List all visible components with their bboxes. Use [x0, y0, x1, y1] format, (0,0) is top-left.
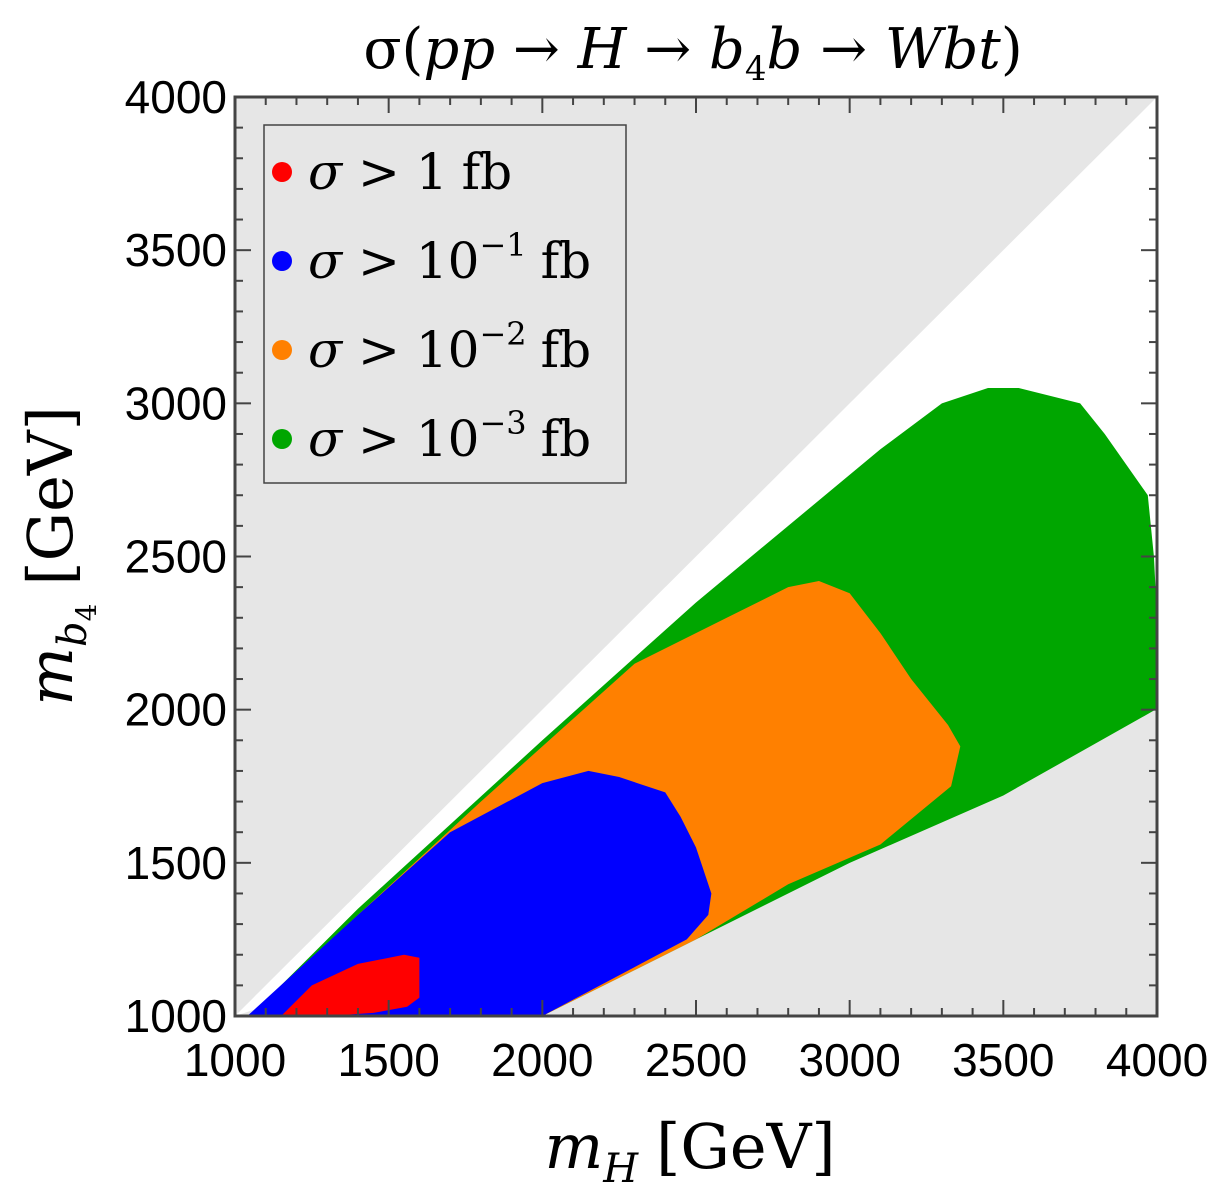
- y-tick-label: 3000: [125, 377, 227, 429]
- x-axis-label: mH [GeV]: [544, 1110, 835, 1192]
- legend-label: σ > 10−2 fb: [308, 315, 591, 379]
- y-axis-label: mb4[GeV]: [14, 406, 103, 706]
- x-tick-label: 3500: [952, 1034, 1054, 1086]
- legend-label: σ > 10−1 fb: [308, 226, 591, 290]
- chart-title: σ(pp → H → b4b → Wbt): [363, 17, 1022, 89]
- x-tick-label: 3000: [798, 1034, 900, 1086]
- plot-frame: [233, 95, 1159, 1018]
- x-tick-label: 2000: [491, 1034, 593, 1086]
- legend-marker: [272, 162, 292, 182]
- y-tick-label: 2500: [125, 531, 227, 583]
- x-tick-label: 1500: [337, 1034, 439, 1086]
- y-tick-label: 1000: [125, 990, 227, 1042]
- y-tick-label: 2000: [125, 684, 227, 736]
- legend-box: [263, 124, 627, 484]
- plot-area: [233, 95, 1159, 1018]
- legend-marker: [272, 340, 292, 360]
- legend-label: σ > 1 fb: [308, 143, 512, 201]
- y-tick-label: 4000: [125, 71, 227, 123]
- region-2: [247, 770, 712, 1016]
- legend-label: σ > 10−3 fb: [308, 404, 591, 468]
- legend: σ > 1 fb σ > 10−1 fb σ > 10−2 fb σ > 10−3 fb: [263, 124, 627, 484]
- y-tick-label: 3500: [125, 224, 227, 276]
- legend-marker: [272, 251, 292, 271]
- legend-marker: [272, 429, 292, 449]
- x-tick-label: 2500: [645, 1034, 747, 1086]
- x-tick-label: 1000: [184, 1034, 286, 1086]
- x-tick-labels: 1000 1500 2000 2500 3000 3500 4000: [184, 1034, 1208, 1086]
- x-tick-label: 4000: [1106, 1034, 1208, 1086]
- y-tick-label: 1500: [125, 837, 227, 889]
- contour-regions: [247, 388, 1157, 1016]
- y-tick-labels: 1000 1500 2000 2500 3000 3500 4000: [125, 71, 227, 1042]
- region-3: [281, 954, 420, 1016]
